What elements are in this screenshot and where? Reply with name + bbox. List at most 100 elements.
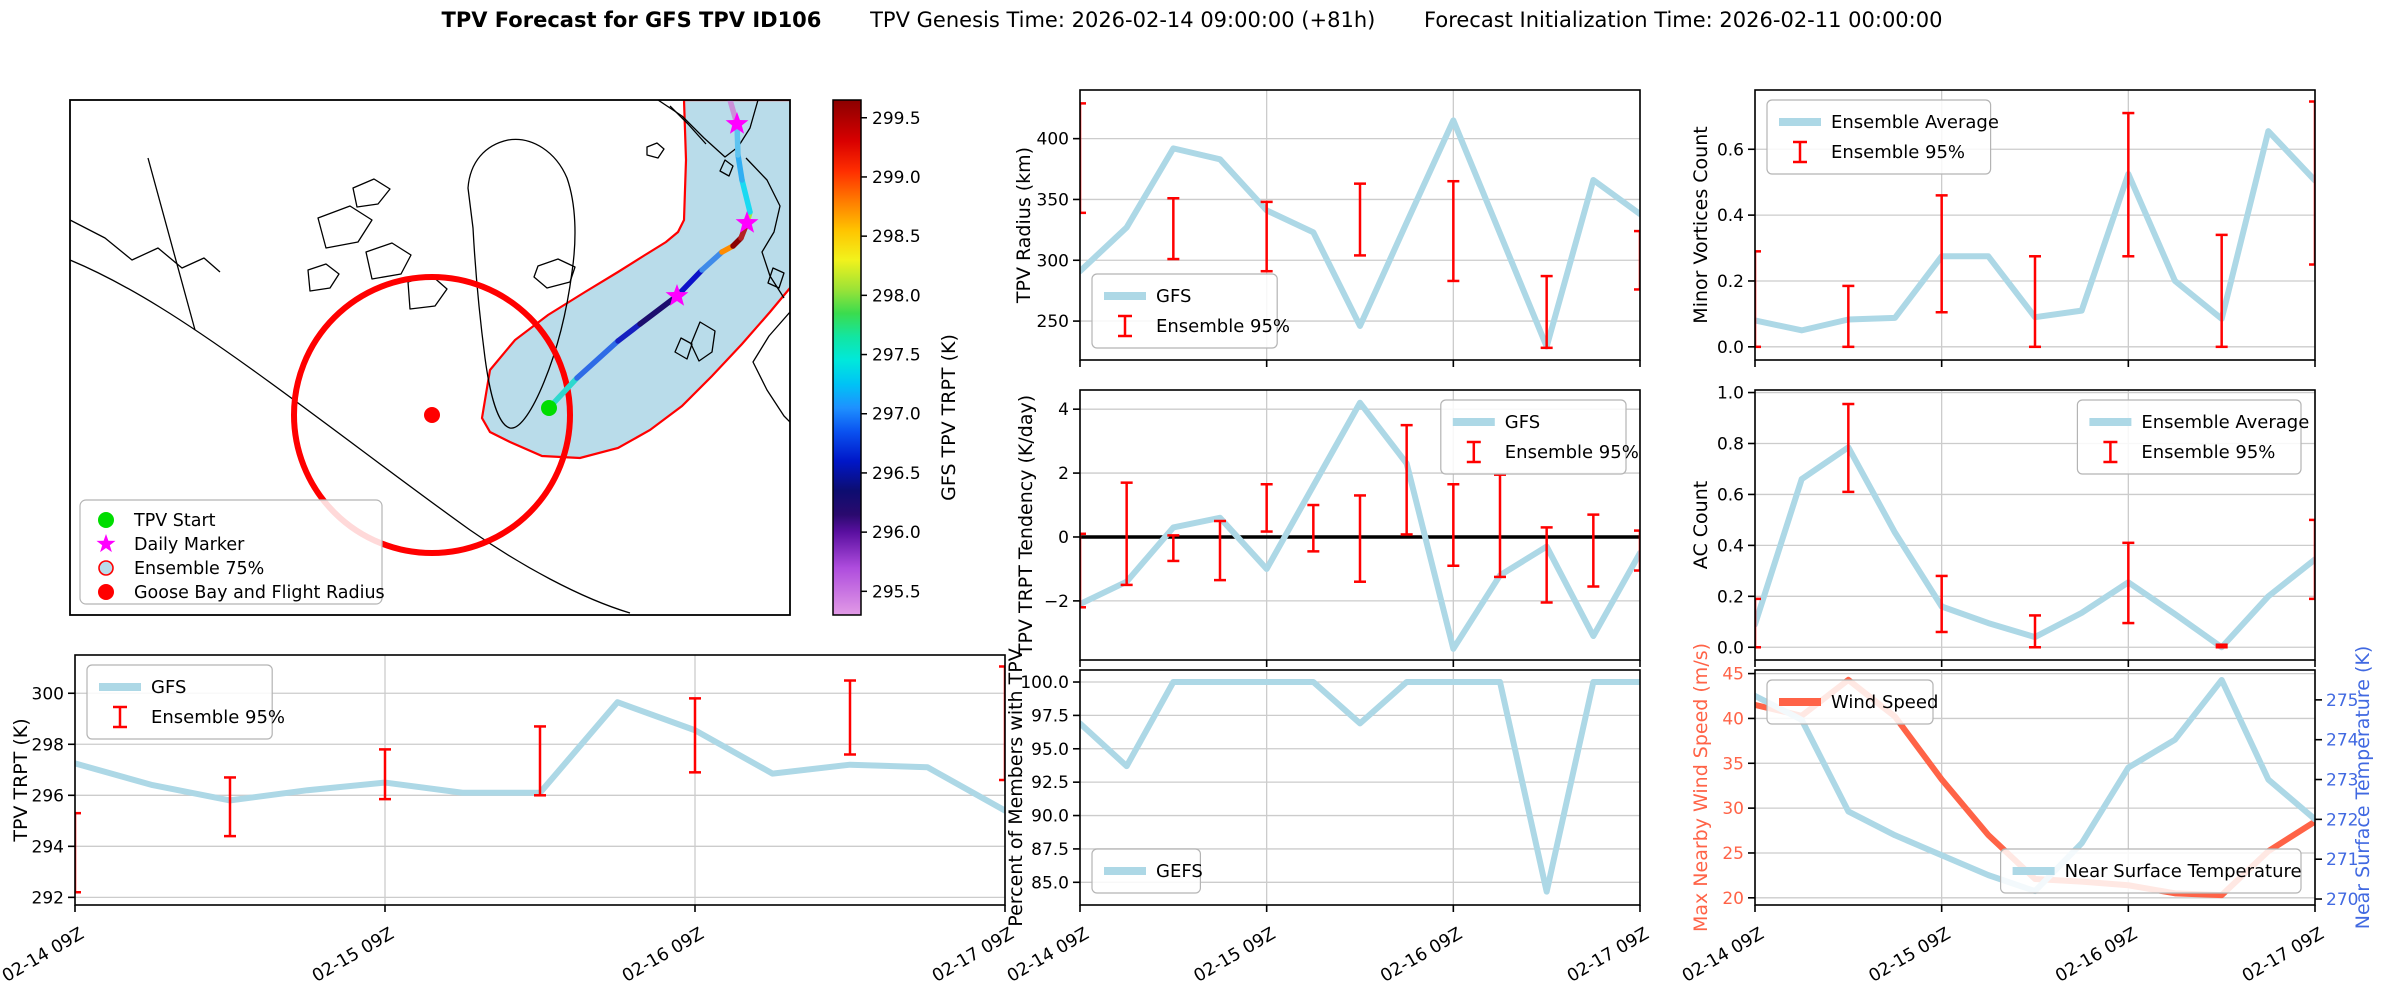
error-bar — [1935, 194, 1948, 314]
y-tick-label: 35 — [1722, 754, 1744, 774]
legend-label: Near Surface Temperature — [2065, 861, 2302, 882]
map-legend-label: Goose Bay and Flight Radius — [134, 583, 385, 603]
tpv-track-segment — [739, 177, 753, 215]
error-bar — [1634, 229, 1640, 291]
y-tick-label: 92.5 — [1031, 773, 1069, 793]
colorbar-tick-label: 299.0 — [872, 168, 921, 188]
error-bar — [689, 697, 701, 774]
y-tick-label: 85.0 — [1031, 873, 1069, 893]
tpv-track-segment — [674, 267, 705, 299]
legend: Ensemble Average Ensemble 95% — [1766, 99, 1999, 175]
y-tick-label: 45 — [1722, 665, 1744, 685]
genesis-time-label: TPV Genesis Time: 2026-02-14 09:00:00 (+… — [870, 8, 1376, 32]
chart-wind-temp: 20 25 30 35 40 45 270 271 272 273 274 275 02-14 09Z 0… — [1679, 643, 2384, 982]
coastline — [467, 138, 576, 429]
colorbar-tick-label: 299.5 — [872, 109, 921, 129]
legend-label: Wind Speed — [1831, 692, 1938, 713]
tpv-track-segment — [637, 293, 680, 327]
chart-minor-vortices: 0.0 0.2 0.4 0.6 Minor Vortices Count Ensemble… — [1690, 75, 2384, 375]
y-tick-label: 0.4 — [1717, 536, 1744, 556]
y-axis-label: TPV TRPT (K) — [10, 718, 32, 842]
error-bar — [1755, 250, 1761, 349]
y-axis-label: Minor Vortices Count — [1690, 126, 1712, 323]
right-y-tick-label: 275 — [2326, 691, 2358, 711]
y-axis-label: Percent of Members with TPV — [1005, 648, 1027, 926]
coastline — [70, 219, 221, 273]
colorbar-tick-label: 297.5 — [872, 346, 921, 366]
error-bar — [844, 679, 856, 756]
tpv-track-segment — [574, 338, 621, 381]
error-bar — [2309, 518, 2315, 601]
x-tick-label: 02-17 09Z — [1564, 924, 1653, 982]
error-bar — [2029, 614, 2041, 649]
y-tick-label: 87.5 — [1031, 840, 1069, 860]
legend-label: Ensemble Average — [1831, 112, 1999, 133]
y-tick-label: −2 — [1044, 592, 1069, 612]
y-tick-label: 250 — [1037, 312, 1069, 332]
y-tick-label: 0.4 — [1717, 206, 1744, 226]
error-bar — [999, 665, 1005, 782]
goose-bay-icon — [98, 584, 114, 600]
y-tick-label: 296 — [32, 786, 64, 806]
tpv-start-dot — [541, 400, 557, 416]
error-bar — [1494, 473, 1506, 579]
legend-label: Ensemble Average — [2141, 412, 2309, 433]
error-bar — [1400, 423, 1413, 536]
y-tick-label: 95.0 — [1031, 740, 1069, 760]
colorbar-tick-label: 297.0 — [872, 405, 921, 425]
y-tick-label: 1.0 — [1717, 384, 1744, 404]
coastline — [767, 267, 785, 289]
error-bar — [2309, 100, 2315, 266]
error-bar — [1120, 481, 1133, 587]
x-tick-label: 02-15 09Z — [309, 924, 398, 982]
coastline — [669, 105, 707, 145]
tpv-track-segment — [615, 321, 643, 344]
y-tick-label: 25 — [1722, 844, 1744, 864]
error-bar — [224, 776, 236, 838]
coastline — [317, 205, 373, 249]
map-legend-label: Daily Marker — [134, 535, 245, 555]
colorbar-tick-label: 296.0 — [872, 523, 921, 543]
legend-label: GFS — [1505, 412, 1540, 433]
error-bar — [2215, 643, 2228, 649]
tpv-track-segment — [734, 121, 741, 158]
error-bar — [1842, 402, 1855, 494]
colorbar-tick-label: 296.5 — [872, 464, 921, 484]
y-tick-label: 298 — [32, 735, 64, 755]
y-tick-label: 400 — [1037, 130, 1069, 150]
y-tick-label: 300 — [1037, 251, 1069, 271]
colorbar-svg: 295.5 296.0 296.5 297.0 297.5 298.0 298.5 299.0… — [832, 99, 960, 616]
tpv-track-segment — [699, 249, 725, 273]
error-bar — [2215, 233, 2228, 349]
legend: GFS Ensemble 95% — [86, 664, 285, 740]
y-tick-label: 90.0 — [1031, 807, 1069, 827]
legend-label: Ensemble 95% — [1831, 142, 1965, 163]
error-bar — [2122, 111, 2135, 258]
error-bar — [1354, 182, 1366, 257]
y-tick-label: 4 — [1058, 400, 1069, 420]
x-tick-label: 02-16 09Z — [2052, 924, 2141, 982]
x-tick-label: 02-17 09Z — [929, 924, 1018, 982]
tendency-svg: −2 0 2 4 TPV TRPT Tendency (K/day) GFS Ensembl… — [1015, 389, 1641, 667]
x-tick-label: 02-15 09Z — [1191, 924, 1280, 982]
error-bar — [2029, 255, 2041, 349]
error-bar — [1214, 519, 1226, 582]
y-tick-label: 0.8 — [1717, 434, 1744, 454]
coastline — [70, 259, 631, 614]
coastline — [533, 258, 576, 289]
error-bar — [1260, 483, 1273, 533]
x-tick-label: 02-17 09Z — [2239, 924, 2328, 982]
right-y-tick-label: 271 — [2326, 850, 2358, 870]
y-axis-label: TPV TRPT Tendency (K/day) — [1015, 395, 1037, 656]
y-tick-label: 30 — [1722, 799, 1744, 819]
error-bar — [1260, 200, 1273, 273]
y-axis-label: Max Nearby Wind Speed (m/s) — [1690, 643, 1712, 932]
legend-label: Ensemble 95% — [1156, 316, 1290, 337]
colorbar-tick-label: 298.0 — [872, 286, 921, 306]
x-tick-label: 02-14 09Z — [0, 924, 88, 982]
x-tick-label: 02-15 09Z — [1866, 924, 1955, 982]
y-tick-label: 0.6 — [1717, 140, 1744, 160]
right-y-tick-label: 270 — [2326, 890, 2358, 910]
